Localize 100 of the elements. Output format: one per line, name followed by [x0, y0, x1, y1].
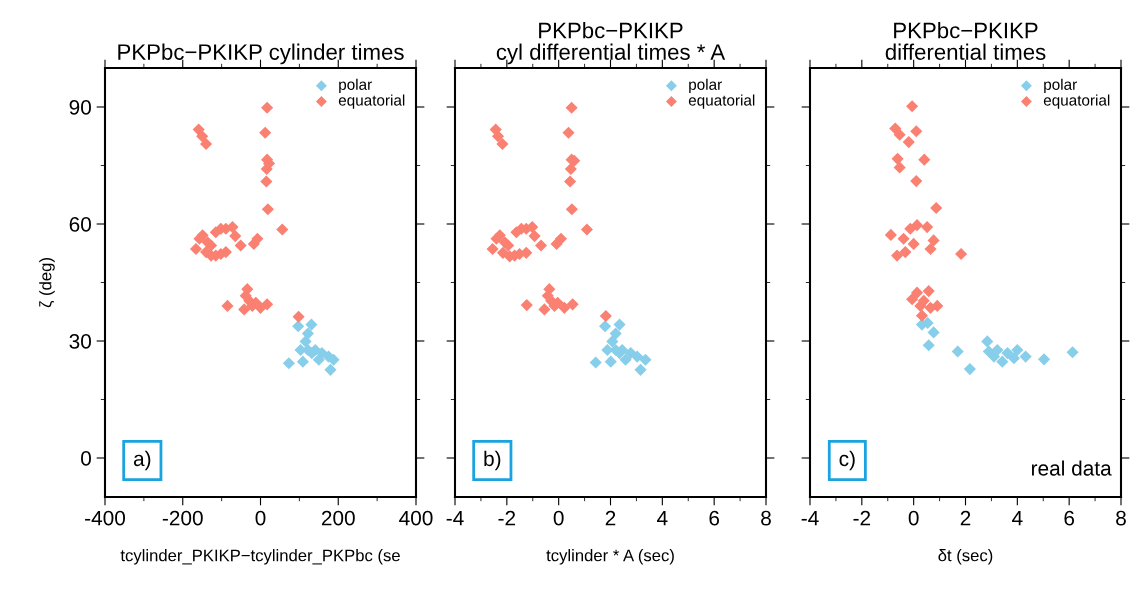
point	[906, 100, 919, 113]
point	[260, 175, 273, 188]
point	[189, 242, 203, 256]
point	[606, 335, 619, 348]
point	[1037, 353, 1051, 366]
point	[604, 355, 617, 368]
legend-label: equatorial	[1043, 94, 1110, 109]
point	[910, 175, 923, 188]
x-tick-label: 4	[657, 510, 668, 526]
x-tick-label: -4	[801, 510, 819, 526]
x-tick-label: 8	[761, 510, 771, 526]
point	[918, 153, 931, 166]
x-tick-label: 0	[553, 510, 564, 526]
y-tick-label: 30	[69, 334, 91, 349]
point	[200, 138, 213, 151]
point	[634, 363, 647, 376]
point	[891, 249, 904, 262]
point	[613, 318, 626, 331]
x-tick-label: 2	[605, 510, 616, 526]
point	[261, 101, 274, 114]
point	[324, 363, 337, 376]
chart-title: PKPbc−PKIKP cyl differential times * A	[496, 22, 726, 65]
x-tick-label: 2	[960, 510, 971, 526]
point	[927, 234, 940, 247]
point	[564, 162, 577, 176]
point	[1066, 346, 1079, 359]
point	[589, 356, 602, 369]
point	[534, 239, 548, 252]
x-tick-label: -4	[446, 510, 464, 526]
point	[528, 230, 541, 243]
point	[915, 309, 929, 322]
point	[1007, 352, 1021, 365]
point	[922, 339, 935, 352]
point	[565, 101, 578, 114]
point	[229, 230, 242, 243]
point	[893, 128, 906, 141]
point	[963, 363, 976, 376]
x-tick-label: 0	[255, 510, 266, 526]
legend-label: equatorial	[688, 94, 755, 109]
x-tick-label: 8	[1116, 510, 1126, 526]
point	[924, 242, 937, 256]
point	[292, 320, 305, 333]
y-tick-label: 60	[69, 217, 91, 232]
point	[234, 239, 247, 252]
x-axis-title: tcylinder_PKIKP−tcylinder_PKPbc (se	[120, 549, 400, 565]
point	[893, 161, 906, 174]
point	[292, 310, 305, 323]
point	[884, 228, 897, 241]
x-tick-label: -200	[162, 510, 203, 526]
x-tick-label: 0	[908, 510, 919, 526]
legend-label: polar	[1044, 78, 1077, 93]
x-tick-label: -2	[498, 510, 516, 526]
point	[902, 136, 915, 149]
point	[631, 350, 644, 363]
point	[486, 242, 499, 256]
point	[899, 246, 912, 259]
point	[910, 286, 924, 299]
y-tick-label: 90	[69, 100, 91, 115]
point	[580, 223, 593, 236]
point	[538, 303, 551, 316]
legend-label: equatorial	[338, 94, 405, 109]
point	[259, 126, 272, 139]
annotation: real data	[1031, 460, 1112, 476]
point	[261, 298, 274, 311]
x-tick-label: 4	[1012, 510, 1023, 526]
point	[565, 203, 578, 216]
annotation: a)	[133, 450, 151, 471]
x-tick-label: -2	[853, 510, 871, 526]
point	[981, 335, 994, 348]
point	[282, 357, 295, 370]
point	[221, 299, 234, 312]
point	[922, 285, 935, 298]
point	[910, 125, 923, 138]
y-tick-label: 0	[81, 451, 91, 466]
point	[996, 355, 1009, 368]
point	[554, 232, 568, 245]
annotation: b)	[484, 450, 501, 471]
chart-title: PKPbc−PKIKP differential times	[885, 22, 1046, 60]
y-axis-title: ζ (deg)	[39, 258, 55, 308]
point	[502, 239, 515, 252]
point	[921, 221, 934, 234]
point	[987, 350, 1001, 363]
point	[566, 298, 579, 311]
point	[564, 175, 577, 188]
point	[196, 130, 209, 143]
annotation: c)	[839, 450, 855, 471]
point	[891, 152, 904, 165]
point	[619, 353, 632, 366]
x-tick-label: -400	[85, 510, 126, 526]
x-tick-label: 400	[399, 510, 433, 526]
legend-label: polar	[339, 78, 372, 93]
point	[897, 232, 910, 245]
point	[609, 327, 622, 340]
x-axis-title: tcylinder * A (sec)	[546, 549, 674, 565]
point	[1001, 347, 1014, 360]
point	[491, 130, 505, 143]
point	[520, 299, 533, 312]
point	[558, 301, 571, 314]
point	[927, 326, 940, 339]
point	[599, 309, 612, 323]
